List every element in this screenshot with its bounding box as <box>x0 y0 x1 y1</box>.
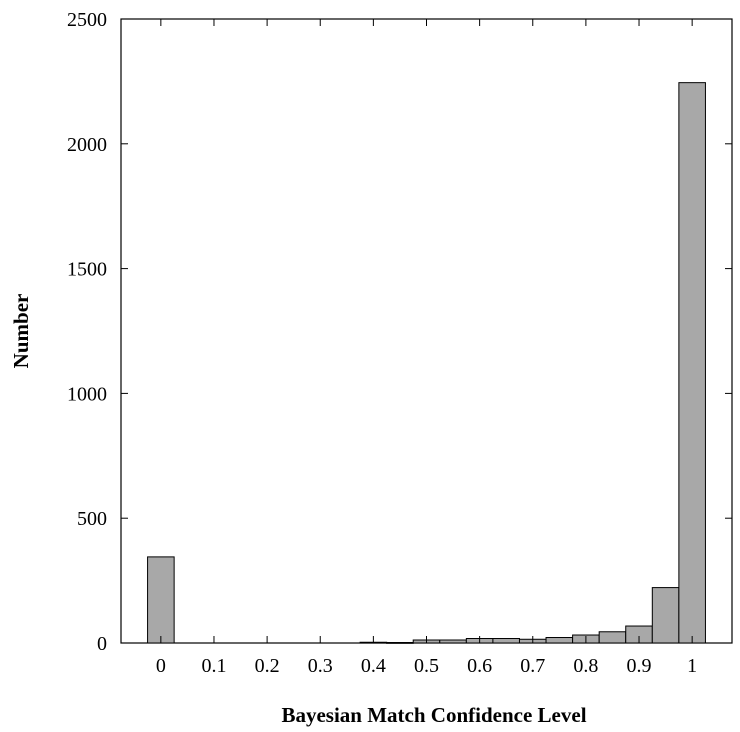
x-tick-label: 0.7 <box>520 655 545 677</box>
x-tick-label: 0.3 <box>308 655 333 677</box>
y-tick-label: 1000 <box>67 383 107 405</box>
x-tick-label: 0.6 <box>467 655 492 677</box>
x-tick-label: 0.1 <box>201 655 226 677</box>
x-tick-label: 0.4 <box>361 655 386 677</box>
y-tick-label: 2500 <box>67 9 107 31</box>
y-tick-label: 1500 <box>67 259 107 281</box>
histogram-bar <box>678 82 706 644</box>
y-axis-title: Number <box>9 294 33 369</box>
x-tick-label: 0.2 <box>255 655 280 677</box>
histogram-bar <box>386 642 414 644</box>
y-ticks-group: 0 500 1000 1500 2000 2500 <box>67 9 732 655</box>
x-tick-label: 0.9 <box>627 655 652 677</box>
y-tick-label: 2000 <box>67 134 107 156</box>
plot-frame <box>120 18 733 644</box>
histogram-bar <box>545 637 574 644</box>
y-tick-label: 0 <box>97 633 107 655</box>
x-tick-label: 0 <box>156 655 166 677</box>
y-tick-label: 500 <box>77 508 107 530</box>
x-tick-label: 0.5 <box>414 655 439 677</box>
histogram-bar <box>492 638 520 644</box>
x-axis-title: Bayesian Match Confidence Level <box>281 703 586 727</box>
histogram-bar <box>147 556 175 644</box>
x-tick-label: 1 <box>687 655 697 677</box>
histogram-bar <box>651 587 680 644</box>
x-ticks-group: 0 0.1 0.2 0.3 0.4 0.5 0.6 0.7 0.8 0.9 1 <box>156 19 697 677</box>
x-tick-label: 0.8 <box>573 655 598 677</box>
bars-group <box>147 82 706 644</box>
histogram-bar <box>598 631 627 644</box>
histogram-bar <box>439 639 467 644</box>
